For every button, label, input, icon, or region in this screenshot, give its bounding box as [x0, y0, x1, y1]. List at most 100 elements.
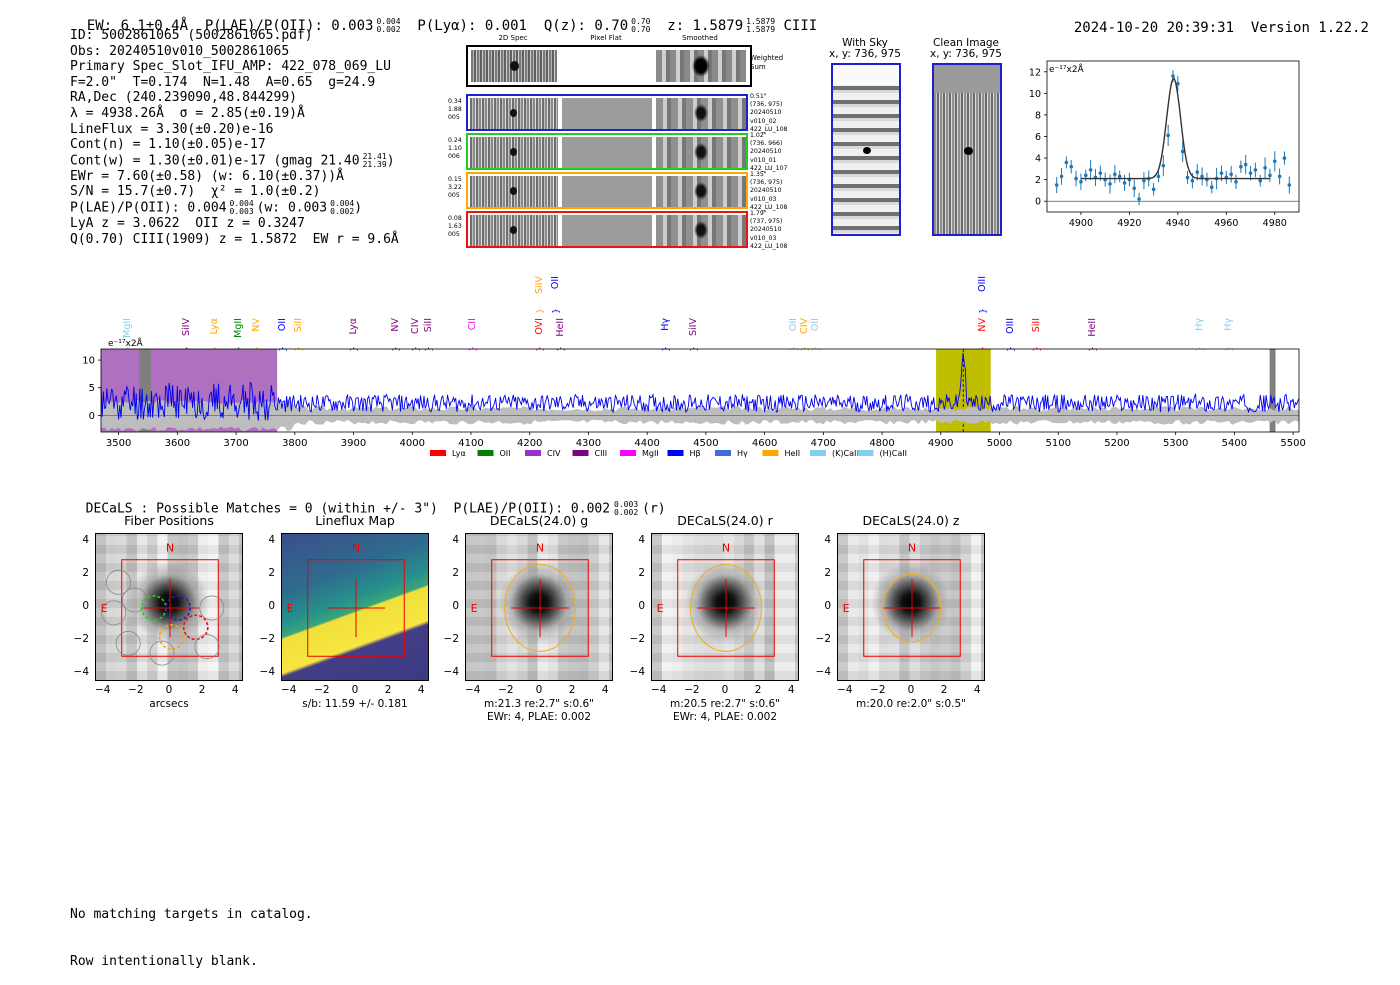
spectrum-xtick-label: 5400: [1222, 438, 1247, 449]
cutout-row[interactable]: [466, 211, 748, 248]
header-timestamp: 2024-10-20 20:39:31 Version 1.22.2: [1057, 4, 1369, 36]
emission-line-label: CIV: [798, 318, 810, 334]
imaging-ytick-label: 2: [452, 566, 459, 579]
emission-line-label: SiII: [423, 318, 435, 333]
zoom-data-point: [1132, 186, 1137, 191]
imaging-panel-xlabel: m:20.5 re:2.7" s:0.6": [670, 698, 780, 710]
zoom-data-point: [1200, 174, 1204, 179]
imaging-ytick-label: 2: [82, 566, 89, 579]
legend-label: CIII: [595, 449, 608, 458]
header-plya: P(Lyα): 0.001: [417, 18, 527, 34]
emission-line-brace: {: [976, 308, 987, 314]
emission-line-label: NV: [977, 318, 989, 332]
zoom-data-point: [1069, 164, 1074, 169]
info-plae2-w: (w: 0.003: [256, 200, 328, 216]
imaging-ytick-label: 0: [82, 600, 89, 612]
zoom-data-point: [1054, 183, 1059, 187]
zoom-line-chart: e⁻¹⁷x2Å 0 2 4 6 8 10 12 4900 4920 4940 4960 4980: [1029, 60, 1300, 229]
imaging-ytick-label: 4: [82, 533, 89, 546]
info-id: ID: 5002861065 (5002861065.pdf): [70, 28, 313, 43]
zoom-data-point: [1137, 197, 1141, 201]
zoom-data-point: [1268, 173, 1272, 178]
emission-line-label: NV: [390, 318, 402, 332]
imaging-xtick-label: 4: [787, 684, 795, 696]
legend-label: CIV: [547, 449, 561, 458]
cutout-smoothed: [656, 215, 746, 246]
header-z-hi: 1.5879: [746, 17, 776, 26]
cutout-row[interactable]: [466, 172, 748, 209]
clean-coords: x, y: 736, 975: [930, 48, 1002, 60]
imaging-xtick-label: 0: [907, 684, 915, 696]
zoom-data-point: [1088, 168, 1093, 172]
zoom-ytick-label: 10: [1029, 89, 1041, 100]
imaging-panel-xlabel: m:20.0 re:2.0" s:0.5": [856, 698, 966, 710]
zoom-data-point: [1282, 156, 1287, 160]
header-ew: EW: 6.1±0.4Å: [86, 18, 189, 34]
cutout-pixel-flat: [562, 137, 652, 168]
cutout-2d-spec: [470, 98, 558, 129]
cutout-pixel-flat: [562, 98, 652, 129]
imaging-xtick-label: −2: [498, 684, 514, 696]
header-plae-hi: 0.004: [376, 17, 401, 26]
zoom-ytick-label: 6: [1035, 132, 1041, 143]
cutout-pixel-flat: [562, 215, 652, 246]
imaging-xtick-label: 2: [568, 684, 576, 696]
fiber-circle: [122, 587, 148, 613]
header-plae: P(LAE)/P(OII): 0.003: [204, 18, 374, 34]
cutout-smoothed: [656, 137, 746, 168]
imaging-ytick-label: −4: [259, 666, 275, 679]
aperture-box: [677, 559, 775, 657]
zoom-xtick-label: 4900: [1069, 218, 1093, 229]
aperture-box: [491, 559, 589, 657]
zoom-data-point: [1122, 181, 1127, 185]
cutout-row-left-label: 0.08 1.63 005: [448, 215, 462, 239]
decals-caption-lo: 0.002: [614, 508, 639, 517]
imaging-xtick-label: 2: [940, 684, 948, 696]
legend-swatch: [572, 450, 589, 456]
info-sn: S/N = 15.7(±0.7) χ² = 1.0(±0.2): [70, 184, 321, 200]
zoom-data-point: [1234, 180, 1238, 184]
zoom-ytick-label: 0: [1035, 197, 1041, 208]
spectrum-legend: Lyα OII CIV CIII MgII Hβ Hγ HeII (K)CaII (H)CaII: [430, 449, 907, 458]
zoom-xtick-label: 4960: [1214, 218, 1238, 229]
imaging-ytick-label: −2: [259, 633, 275, 646]
emission-line-label: CIV: [410, 318, 422, 334]
cutout-row[interactable]: [466, 133, 748, 170]
emission-line-label: OII: [277, 318, 289, 332]
spectrum-xtick-label: 3700: [223, 438, 248, 449]
zoom-data-point: [1258, 178, 1263, 183]
info-plae2-w-hi: 0.004: [330, 199, 355, 209]
zoom-data-point: [1180, 149, 1185, 154]
emission-line-label: Hγ: [1222, 318, 1234, 331]
header-plae-lo: 0.002: [376, 25, 401, 34]
spectra-cutouts: 2D Spec Pixel Flat Smoothed Weighted Sum …: [448, 32, 788, 257]
emission-line-label: SiIV: [180, 318, 192, 336]
imaging-ytick-label: −2: [443, 633, 459, 646]
imaging-panel-xlabel: s/b: 11.59 +/- 0.181: [302, 698, 408, 710]
imaging-ytick-label: 0: [824, 600, 831, 612]
imaging-xtick-label: −4: [94, 684, 111, 696]
cutout-pixel-flat: [562, 176, 652, 207]
decals-caption-hi: 0.003: [614, 500, 639, 509]
imaging-ytick-label: −2: [815, 633, 831, 646]
legend-swatch: [810, 450, 826, 456]
weighted-2d: [471, 50, 557, 82]
weighted-sum-row[interactable]: [466, 45, 752, 87]
clean-image[interactable]: [932, 63, 1002, 236]
zoom-data-point: [1239, 164, 1243, 169]
zoom-data-point: [1156, 174, 1161, 179]
decals-caption-text: DECaLS : Possible Matches = 0 (within +/…: [85, 501, 611, 517]
legend-swatch: [525, 450, 541, 456]
cutout-row[interactable]: [466, 94, 748, 131]
imaging-xtick-label: −2: [128, 684, 144, 696]
cutout-2d-spec: [470, 215, 558, 246]
imaging-xtick-label: −2: [314, 684, 330, 696]
legend-swatch: [430, 450, 446, 456]
with-sky-image[interactable]: [831, 63, 901, 236]
cutout-row-right-label: 0.51" (736, 975) 20240510 v010_02 422_LU…: [750, 93, 788, 133]
